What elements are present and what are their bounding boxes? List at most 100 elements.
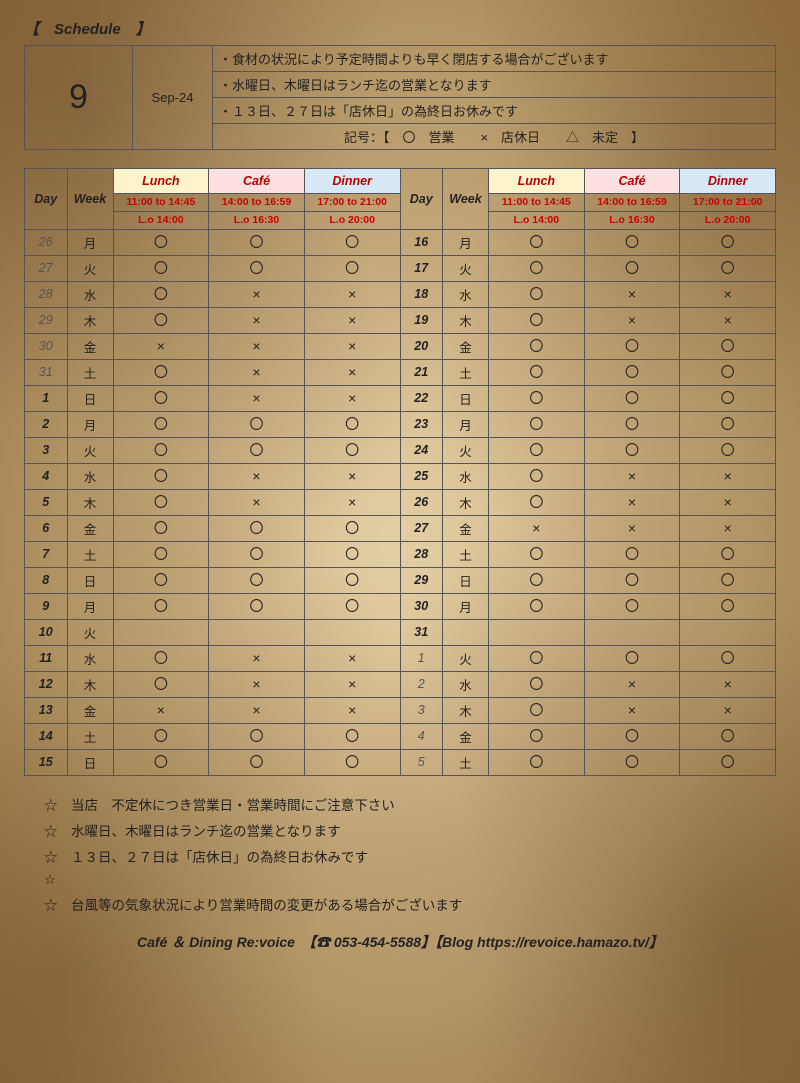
week-cell: 土	[67, 359, 113, 385]
table-row: 12 木 〇 × ×	[25, 671, 400, 697]
dinner-status: ×	[304, 333, 400, 359]
dinner-status: ×	[304, 463, 400, 489]
col-lunch: Lunch	[489, 169, 585, 193]
lunch-status: 〇	[113, 749, 209, 775]
lunch-status: 〇	[489, 255, 585, 281]
lunch-status: 〇	[113, 411, 209, 437]
day-cell: 3	[25, 437, 67, 463]
table-row: 23 月 〇 〇 〇	[401, 411, 776, 437]
week-cell: 土	[67, 541, 113, 567]
header-box: 9 Sep-24 ・食材の状況により予定時間よりも早く閉店する場合がございます …	[24, 45, 776, 150]
week-cell: 土	[443, 359, 489, 385]
table-row: 30 金 × × ×	[25, 333, 400, 359]
footer-notes: ☆ 当店 不定休につき営業日・営業時間にご注意下さい☆ 水曜日、木曜日はランチ迄…	[24, 794, 776, 914]
lunch-status: 〇	[113, 593, 209, 619]
cafe-status: 〇	[584, 359, 680, 385]
week-cell: 火	[443, 437, 489, 463]
week-cell: 日	[67, 385, 113, 411]
week-cell: 火	[67, 437, 113, 463]
dinner-status: ×	[680, 463, 776, 489]
table-row: 25 水 〇 × ×	[401, 463, 776, 489]
cafe-status: 〇	[209, 567, 305, 593]
lunch-status: 〇	[113, 567, 209, 593]
cafe-status: ×	[584, 489, 680, 515]
day-cell: 28	[25, 281, 67, 307]
cafe-status: 〇	[584, 437, 680, 463]
day-cell: 26	[25, 229, 67, 255]
dinner-status: ×	[304, 671, 400, 697]
cafe-status: 〇	[584, 645, 680, 671]
cafe-status: 〇	[209, 593, 305, 619]
table-row: 4 金 〇 〇 〇	[401, 723, 776, 749]
week-cell: 月	[67, 593, 113, 619]
cafe-status: ×	[209, 333, 305, 359]
lunch-status: 〇	[489, 463, 585, 489]
dinner-status: 〇	[304, 567, 400, 593]
table-row: 31 土 〇 × ×	[25, 359, 400, 385]
table-row: 28 土 〇 〇 〇	[401, 541, 776, 567]
day-cell: 7	[25, 541, 67, 567]
cafe-status: 〇	[584, 749, 680, 775]
cafe-status: 〇	[584, 385, 680, 411]
lunch-status: 〇	[489, 697, 585, 723]
day-cell: 5	[25, 489, 67, 515]
dinner-status: ×	[304, 489, 400, 515]
week-cell: 月	[67, 411, 113, 437]
day-cell: 4	[25, 463, 67, 489]
week-cell: 火	[443, 255, 489, 281]
week-cell: 土	[67, 723, 113, 749]
day-cell: 24	[401, 437, 443, 463]
lunch-lo: L.o 14:00	[113, 211, 209, 229]
lunch-status: 〇	[113, 541, 209, 567]
footer-note: ☆ 当店 不定休につき営業日・営業時間にご注意下さい	[44, 794, 776, 814]
table-row: 2 月 〇 〇 〇	[25, 411, 400, 437]
day-cell: 8	[25, 567, 67, 593]
col-lunch: Lunch	[113, 169, 209, 193]
dinner-status: 〇	[680, 723, 776, 749]
week-cell: 月	[443, 593, 489, 619]
cafe-status: 〇	[584, 255, 680, 281]
dinner-status: 〇	[680, 437, 776, 463]
table-row: 14 土 〇 〇 〇	[25, 723, 400, 749]
week-cell: 金	[443, 515, 489, 541]
dinner-status: ×	[680, 671, 776, 697]
week-cell: 水	[67, 281, 113, 307]
week-cell: 金	[443, 723, 489, 749]
dinner-status: ×	[304, 281, 400, 307]
week-cell: 金	[443, 333, 489, 359]
dinner-status: 〇	[304, 541, 400, 567]
header-note: ・食材の状況により予定時間よりも早く閉店する場合がございます	[213, 46, 775, 72]
table-row: 6 金 〇 〇 〇	[25, 515, 400, 541]
day-cell: 21	[401, 359, 443, 385]
col-day: Day	[401, 169, 443, 229]
col-dinner: Dinner	[680, 169, 776, 193]
dinner-status: 〇	[680, 255, 776, 281]
cafe-time: 14:00 to 16:59	[209, 193, 305, 211]
cafe-status: ×	[209, 281, 305, 307]
week-cell: 月	[67, 229, 113, 255]
lunch-status: 〇	[113, 645, 209, 671]
day-cell: 4	[401, 723, 443, 749]
week-cell: 金	[67, 697, 113, 723]
cafe-status: 〇	[209, 515, 305, 541]
cafe-status: ×	[209, 697, 305, 723]
lunch-status: 〇	[113, 437, 209, 463]
day-cell: 17	[401, 255, 443, 281]
footer-note: ☆	[44, 872, 776, 888]
table-row: 29 木 〇 × ×	[25, 307, 400, 333]
table-row: 7 土 〇 〇 〇	[25, 541, 400, 567]
table-row: 22 日 〇 〇 〇	[401, 385, 776, 411]
dinner-status: ×	[304, 385, 400, 411]
schedule-table: Day Week Lunch Café Dinner 11:00 to 14:4…	[24, 168, 776, 776]
cafe-status: ×	[209, 489, 305, 515]
day-cell: 5	[401, 749, 443, 775]
lunch-status	[489, 619, 585, 645]
lunch-status: 〇	[113, 489, 209, 515]
lunch-status: ×	[113, 333, 209, 359]
day-cell: 15	[25, 749, 67, 775]
table-row: 4 水 〇 × ×	[25, 463, 400, 489]
dinner-time: 17:00 to 21:00	[304, 193, 400, 211]
cafe-status: ×	[584, 307, 680, 333]
table-row: 18 水 〇 × ×	[401, 281, 776, 307]
dinner-status: ×	[680, 489, 776, 515]
